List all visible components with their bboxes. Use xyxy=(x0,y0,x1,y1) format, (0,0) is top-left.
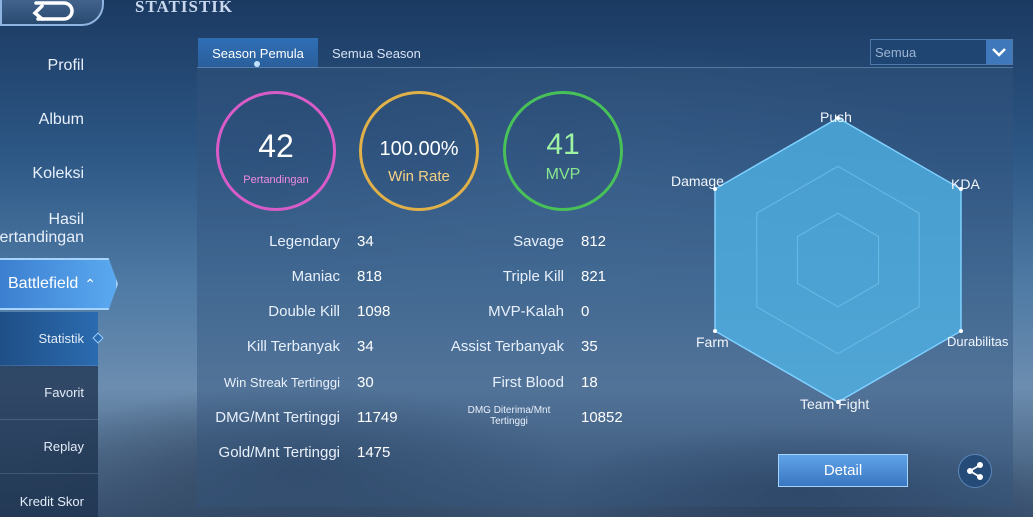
sidebar-item-label: Battlefield xyxy=(8,275,79,292)
stat-label: Gold/Mnt Tertinggi xyxy=(218,444,340,461)
back-arrow-icon xyxy=(32,1,74,21)
sidebar-item-profil[interactable]: Profil xyxy=(0,57,84,75)
detail-button[interactable]: Detail xyxy=(778,454,908,487)
sidebar-item-label: Pertandingan xyxy=(0,229,84,246)
mvp-ring: 41 MVP xyxy=(503,91,623,211)
sidebar-subitem-label: Replay xyxy=(43,439,84,454)
radar-area xyxy=(714,117,962,403)
stat-label: DMG/Mnt Tertinggi xyxy=(215,409,340,426)
matches-value: 42 xyxy=(258,128,294,164)
radar-inner-ring xyxy=(756,165,920,355)
stat-label: Maniac xyxy=(291,268,340,285)
mvp-value: 41 xyxy=(546,128,580,161)
radar-point-durabilitas xyxy=(958,329,963,333)
sidebar-subitem-label: Favorit xyxy=(44,385,84,400)
stat-value: 821 xyxy=(581,268,607,285)
radar-label-farm: Farm xyxy=(696,334,729,350)
sidebar-item-album[interactable]: Album xyxy=(0,111,84,129)
stat-value: 30 xyxy=(357,374,374,391)
radar-point-kda xyxy=(958,187,963,191)
matches-label: Pertandingan xyxy=(243,174,309,186)
share-button[interactable] xyxy=(958,454,992,488)
sidebar-subitem-label: Statistik xyxy=(38,331,84,346)
tab-label: Season Pemula xyxy=(212,45,304,61)
stat-value: 0 xyxy=(581,303,590,320)
stat-value: 1098 xyxy=(357,303,391,320)
stat-label: Double Kill xyxy=(268,303,340,320)
radar-chart xyxy=(660,100,1020,420)
stat-label: DMG Diterima/Mnt Tertinggi xyxy=(414,405,564,427)
stat-value: 34 xyxy=(357,233,374,250)
stat-value: 18 xyxy=(581,374,598,391)
radar-point-team-fight xyxy=(836,400,840,404)
radar-label-durabilitas: Durabilitas xyxy=(947,334,1009,349)
tab-label: Semua Season xyxy=(332,45,421,61)
sidebar-subitem-favorit[interactable]: Favorit xyxy=(0,366,98,420)
radar-point-push xyxy=(836,116,840,120)
back-button[interactable] xyxy=(0,0,104,26)
mvp-label: MVP xyxy=(545,166,581,183)
stat-value: 34 xyxy=(357,338,374,355)
detail-button-label: Detail xyxy=(823,462,863,479)
sidebar-item-label: Album xyxy=(38,111,84,128)
stat-label: First Blood xyxy=(492,374,564,391)
stat-value: 11749 xyxy=(357,409,398,426)
stat-value: 10852 xyxy=(581,409,623,426)
stat-value: 35 xyxy=(581,338,598,355)
radar-label-push: Push xyxy=(820,109,852,125)
radar-svg xyxy=(713,116,963,404)
sidebar-item-label: Hasil xyxy=(48,211,84,228)
stat-label: Legendary xyxy=(269,233,340,250)
winrate-value: 100.00% xyxy=(379,138,459,160)
sidebar-subitem-label: Kredit Skor xyxy=(19,493,84,509)
season-tabs: Season Pemula Semua Season xyxy=(198,38,433,68)
page-title: STATISTIK xyxy=(135,0,234,16)
radar-point-damage xyxy=(713,187,718,191)
dropdown-value: Semua xyxy=(875,44,917,60)
stat-label: Kill Terbanyak xyxy=(246,338,340,355)
chevron-up-icon: ⌃ xyxy=(84,275,96,292)
diamond-icon xyxy=(92,332,104,344)
chevron-down-icon[interactable] xyxy=(986,40,1012,64)
radar-label-damage: Damage xyxy=(671,173,724,189)
sidebar-item-battlefield[interactable]: Battlefield ⌃ xyxy=(0,258,118,310)
sidebar-subitem-kredit-skor[interactable]: Kredit Skor xyxy=(0,474,98,517)
radar-inner-ring xyxy=(796,212,880,308)
stat-label: MVP-Kalah xyxy=(488,303,564,320)
sidebar-subitem-statistik[interactable]: Statistik xyxy=(0,312,104,366)
sidebar-item-koleksi[interactable]: Koleksi xyxy=(0,165,84,183)
stat-label: Savage xyxy=(513,233,564,250)
sidebar-item-label: Koleksi xyxy=(32,165,84,182)
radar-point-farm xyxy=(713,329,718,333)
stat-value: 812 xyxy=(581,233,607,250)
radar-label-team-fight: Team Fight xyxy=(800,396,870,412)
sidebar-subpanel: Statistik Favorit Replay Kredit Skor xyxy=(0,312,104,517)
stat-value: 1475 xyxy=(357,444,391,461)
stat-label-line: Tertinggi xyxy=(490,416,528,427)
winrate-label: Win Rate xyxy=(388,168,450,185)
sidebar-item-hasil-pertandingan[interactable]: Hasil Pertandingan xyxy=(0,211,84,247)
stat-value: 818 xyxy=(357,268,383,285)
stat-label: Win Streak Tertinggi xyxy=(223,375,340,390)
winrate-ring: 100.00% Win Rate xyxy=(359,91,479,211)
share-icon xyxy=(967,462,983,480)
stat-label-line: DMG Diterima/Mnt xyxy=(467,405,551,416)
sidebar-item-label: Profil xyxy=(47,57,84,74)
tab-season-pemula[interactable]: Season Pemula xyxy=(198,38,318,68)
tab-semua-season[interactable]: Semua Season xyxy=(318,38,433,68)
matches-ring: 42 Pertandingan xyxy=(216,91,336,211)
sidebar-subitem-replay[interactable]: Replay xyxy=(0,420,98,474)
stat-label: Assist Terbanyak xyxy=(450,338,564,355)
mode-filter-dropdown[interactable]: Semua xyxy=(870,39,1013,65)
radar-label-kda: KDA xyxy=(951,176,980,192)
stat-label: Triple Kill xyxy=(502,268,564,285)
